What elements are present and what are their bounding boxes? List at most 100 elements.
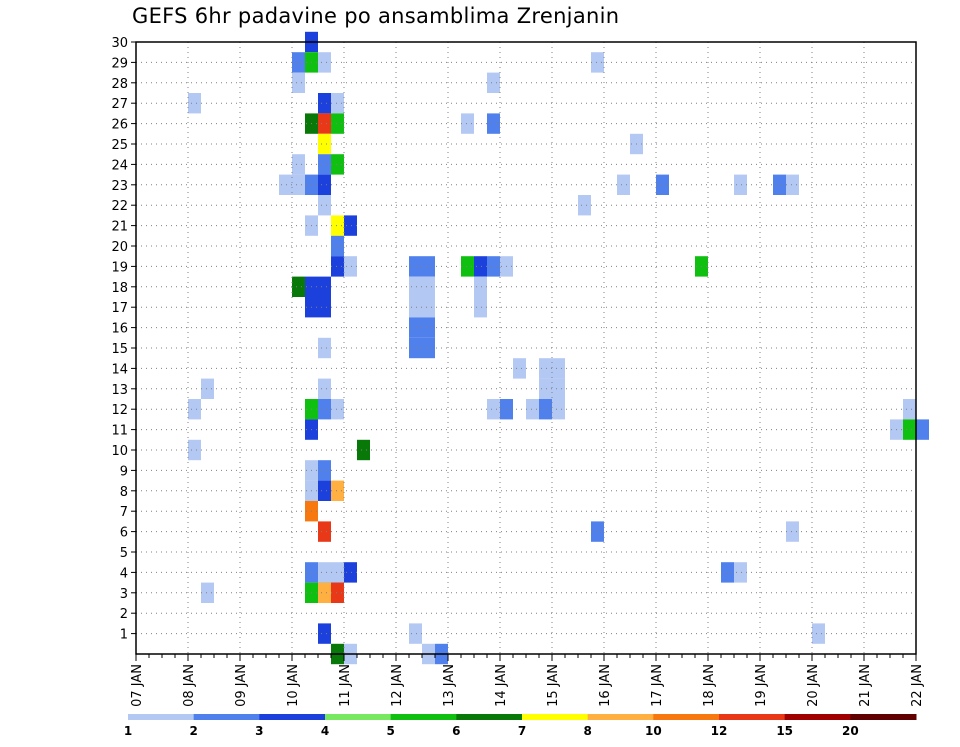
heatmap-cell [292, 52, 305, 73]
y-tick-label: 5 [120, 546, 128, 561]
heatmap-cell [331, 93, 344, 114]
colorbar-label: 12 [711, 724, 728, 738]
colorbar-label: 20 [842, 724, 859, 738]
heatmap-cell [344, 215, 357, 236]
colorbar-segment [653, 714, 720, 720]
heatmap-cell [318, 113, 331, 134]
heatmap-cell [539, 378, 552, 399]
chart-title: GEFS 6hr padavine po ansamblima Zrenjani… [132, 4, 620, 28]
colorbar-label: 8 [583, 724, 591, 738]
colorbar-segment [390, 714, 457, 720]
heatmap-cell [331, 113, 344, 134]
heatmap-cell [786, 521, 799, 542]
heatmap-cell [539, 399, 552, 420]
heatmap-cell [916, 419, 929, 440]
y-tick-label: 7 [120, 505, 128, 520]
x-tick-label: 20 JAN [806, 664, 821, 707]
heatmap-cell [422, 256, 435, 277]
heatmap-cell [318, 623, 331, 644]
y-tick-label: 15 [111, 342, 128, 357]
heatmap-cell [318, 460, 331, 481]
heatmap-cell [318, 174, 331, 195]
heatmap-cell [409, 297, 422, 318]
y-tick-label: 8 [120, 485, 128, 500]
x-tick-label: 22 JAN [910, 664, 925, 707]
heatmap-cell [422, 317, 435, 338]
colorbar-label: 1 [124, 724, 132, 738]
heatmap-cell [318, 154, 331, 175]
y-tick-label: 9 [120, 464, 128, 479]
y-tick-label: 18 [111, 281, 128, 296]
y-tick-label: 14 [111, 362, 128, 377]
heatmap-cell [201, 582, 214, 603]
colorbar-label: 3 [255, 724, 263, 738]
x-tick-label: 15 JAN [546, 664, 561, 707]
colorbar-segment [128, 714, 195, 720]
heatmap-cell [474, 256, 487, 277]
x-tick-label: 12 JAN [390, 664, 405, 707]
y-tick-label: 13 [111, 383, 128, 398]
y-tick-label: 17 [111, 301, 128, 316]
heatmap-cell [734, 174, 747, 195]
heatmap-cell [409, 276, 422, 297]
heatmap-cell [461, 113, 474, 134]
x-tick-label: 21 JAN [858, 664, 873, 707]
y-tick-label: 12 [111, 403, 128, 418]
heatmap-cell [201, 378, 214, 399]
colorbar-label: 6 [452, 724, 460, 738]
heatmap-cell [487, 72, 500, 93]
y-tick-label: 16 [111, 322, 128, 337]
heatmap-cell [357, 439, 370, 461]
y-tick-label: 23 [111, 179, 128, 194]
heatmap-cell [552, 378, 565, 399]
y-tick-label: 10 [111, 444, 128, 459]
heatmap-cell [331, 562, 344, 583]
colorbar-label: 7 [518, 724, 526, 738]
colorbar-segment [719, 714, 786, 720]
heatmap-cell [773, 174, 786, 195]
heatmap-cell [461, 256, 474, 277]
heatmap-cell [292, 174, 305, 195]
y-tick-label: 28 [111, 77, 128, 92]
heatmap-cell [318, 276, 331, 297]
heatmap-cell [331, 256, 344, 277]
y-tick-label: 4 [120, 566, 128, 581]
colorbar-segment [193, 714, 260, 720]
heatmap-cell [903, 419, 916, 440]
heatmap-cell [487, 256, 500, 277]
heatmap-cell [331, 215, 344, 236]
x-tick-label: 14 JAN [494, 664, 509, 707]
y-tick-label: 27 [111, 97, 128, 112]
colorbar-label: 5 [386, 724, 394, 738]
colorbar-label: 15 [776, 724, 793, 738]
heatmap-cell [318, 297, 331, 318]
x-tick-label: 17 JAN [650, 664, 665, 707]
heatmap-cell [344, 562, 357, 583]
colorbar-label: 10 [645, 724, 662, 738]
heatmap-cell [656, 174, 669, 195]
heatmap-cell [409, 623, 422, 644]
colorbar-segment [259, 714, 326, 720]
heatmap-cell [578, 195, 591, 216]
heatmap-cell [526, 399, 539, 420]
y-tick-label: 29 [111, 56, 128, 71]
heatmap-cell [331, 399, 344, 420]
heatmap-cell [591, 52, 604, 73]
heatmap-cell [409, 256, 422, 277]
x-tick-label: 10 JAN [286, 664, 301, 707]
y-tick-label: 3 [120, 587, 128, 602]
colorbar-segment [522, 714, 589, 720]
x-tick-label: 11 JAN [338, 664, 353, 707]
colorbar-segment [784, 714, 851, 720]
heatmap-cell [292, 276, 305, 297]
colorbar-segment [587, 714, 654, 720]
heatmap-cell [292, 154, 305, 175]
heatmap-cell [422, 276, 435, 297]
colorbar-segment [325, 714, 392, 720]
heatmap-cell [331, 582, 344, 603]
heatmap-cell [331, 154, 344, 175]
heatmap-cell [487, 113, 500, 134]
y-tick-label: 22 [111, 199, 128, 214]
